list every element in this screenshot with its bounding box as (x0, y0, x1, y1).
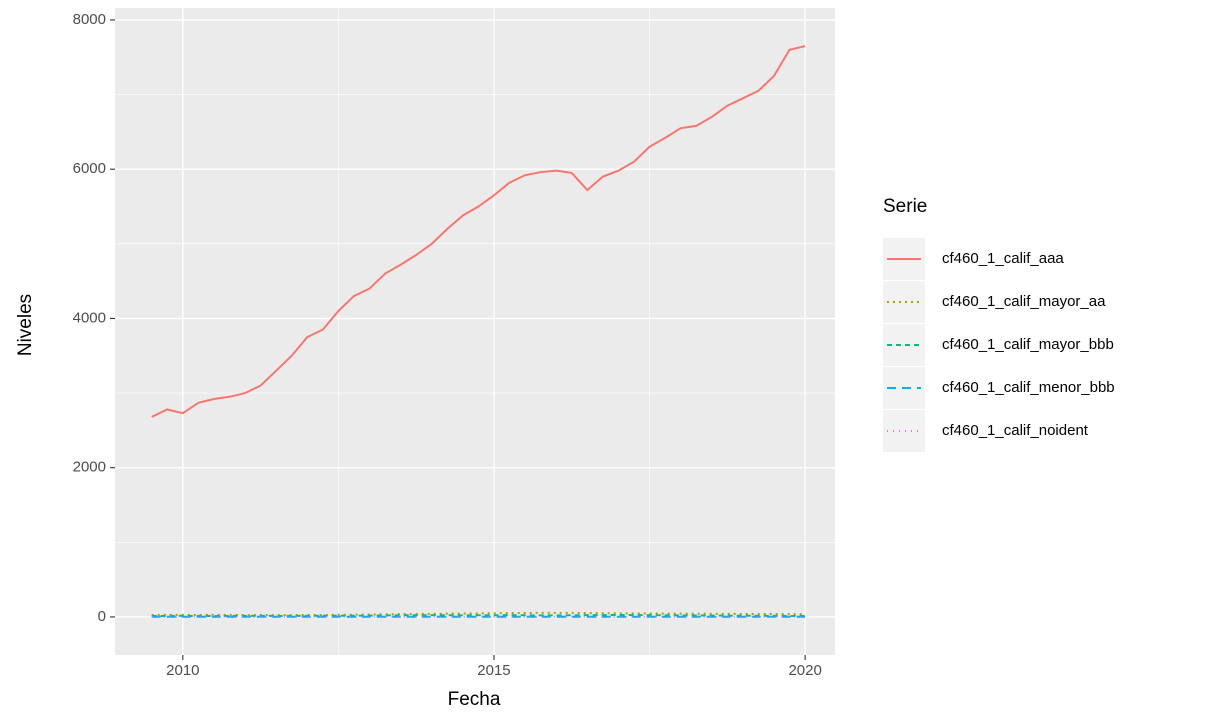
legend-label: cf460_1_calif_menor_bbb (942, 379, 1115, 396)
y-tick-label: 6000 (73, 160, 106, 177)
y-tick-label: 8000 (73, 11, 106, 28)
y-tick-label: 2000 (73, 459, 106, 476)
legend-label: cf460_1_calif_mayor_aa (942, 293, 1106, 310)
y-tick-label: 4000 (73, 309, 106, 326)
x-tick-label: 2020 (788, 662, 821, 679)
legend-label: cf460_1_calif_noident (942, 422, 1089, 439)
legend-title: Serie (883, 196, 927, 217)
x-axis-title: Fecha (448, 689, 501, 710)
legend-label: cf460_1_calif_mayor_bbb (942, 336, 1114, 353)
x-tick-label: 2015 (477, 662, 510, 679)
legend-key (883, 410, 925, 452)
y-axis-title: Niveles (15, 294, 36, 356)
y-tick-label: 0 (98, 608, 106, 625)
legend-label: cf460_1_calif_aaa (942, 250, 1064, 267)
x-tick-label: 2010 (166, 662, 199, 679)
